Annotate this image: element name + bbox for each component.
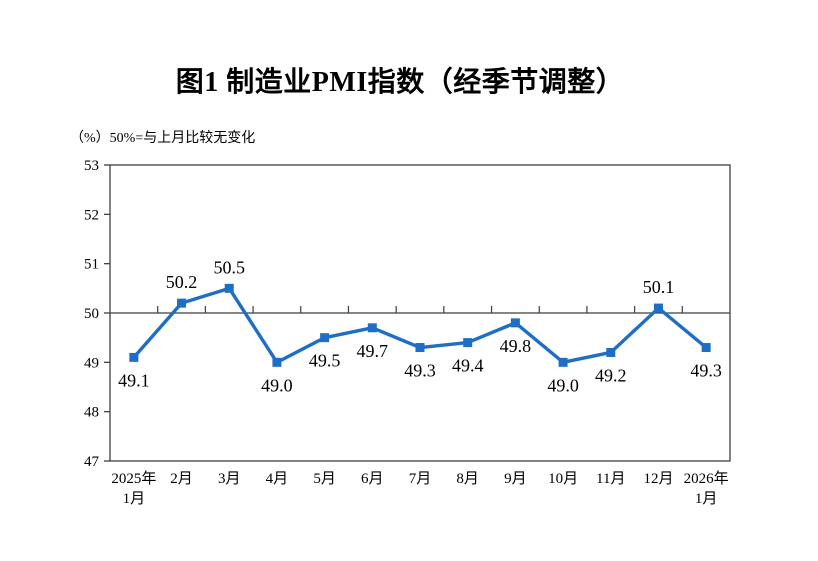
y-axis-tick-label: 50 (84, 306, 99, 322)
x-axis-label: 8月 (456, 471, 479, 487)
data-point-label: 49.0 (547, 375, 579, 395)
y-axis-tick-label: 49 (84, 355, 99, 371)
x-axis-label: 9月 (504, 471, 527, 487)
data-point-label: 49.3 (404, 361, 436, 381)
data-point-marker (510, 318, 520, 328)
x-axis-label: 2026年 1月 (684, 470, 729, 507)
data-point-label: 49.0 (261, 375, 293, 395)
data-point-label: 50.1 (643, 277, 675, 297)
data-point-label: 49.4 (452, 356, 484, 376)
x-axis-label: 11月 (596, 471, 625, 487)
data-point-label: 49.3 (690, 361, 722, 381)
x-axis-label: 7月 (409, 471, 432, 487)
x-axis-label: 4月 (266, 471, 289, 487)
data-point-marker (224, 283, 234, 293)
x-axis-label: 2月 (170, 471, 193, 487)
y-axis-tick-label: 52 (84, 207, 99, 223)
data-point-label: 49.1 (118, 370, 150, 390)
y-axis-tick-label: 51 (84, 257, 99, 273)
x-axis-label: 2025年 1月 (111, 470, 156, 507)
data-point-marker (129, 352, 139, 362)
data-point-marker (653, 303, 663, 313)
chart-title: 图1 制造业PMI指数（经季节调整） (175, 67, 625, 98)
data-point-marker (606, 347, 616, 357)
x-axis-label: 3月 (218, 471, 241, 487)
data-point-marker (320, 333, 330, 343)
x-axis-label: 10月 (548, 471, 578, 487)
y-axis-tick-label: 48 (84, 405, 99, 421)
data-point-label: 49.2 (595, 365, 627, 385)
data-point-label: 49.8 (500, 336, 532, 356)
data-point-marker (177, 298, 187, 308)
x-axis-label: 5月 (313, 471, 336, 487)
data-point-marker (558, 357, 568, 367)
y-axis-tick-label: 47 (84, 454, 100, 470)
data-point-marker (367, 323, 377, 333)
data-point-marker (701, 343, 711, 353)
chart-unit-note: （%）50%=与上月比较无变化 (70, 131, 256, 146)
data-point-label: 50.2 (166, 272, 198, 292)
data-point-marker (415, 343, 425, 353)
data-point-marker (463, 338, 473, 348)
data-point-marker (272, 357, 282, 367)
data-point-label: 49.7 (357, 341, 389, 361)
data-point-label: 50.5 (213, 257, 245, 277)
data-point-label: 49.5 (309, 351, 341, 371)
x-axis-label: 6月 (361, 471, 384, 487)
x-axis-label: 12月 (643, 471, 673, 487)
y-axis-tick-label: 53 (84, 158, 99, 174)
